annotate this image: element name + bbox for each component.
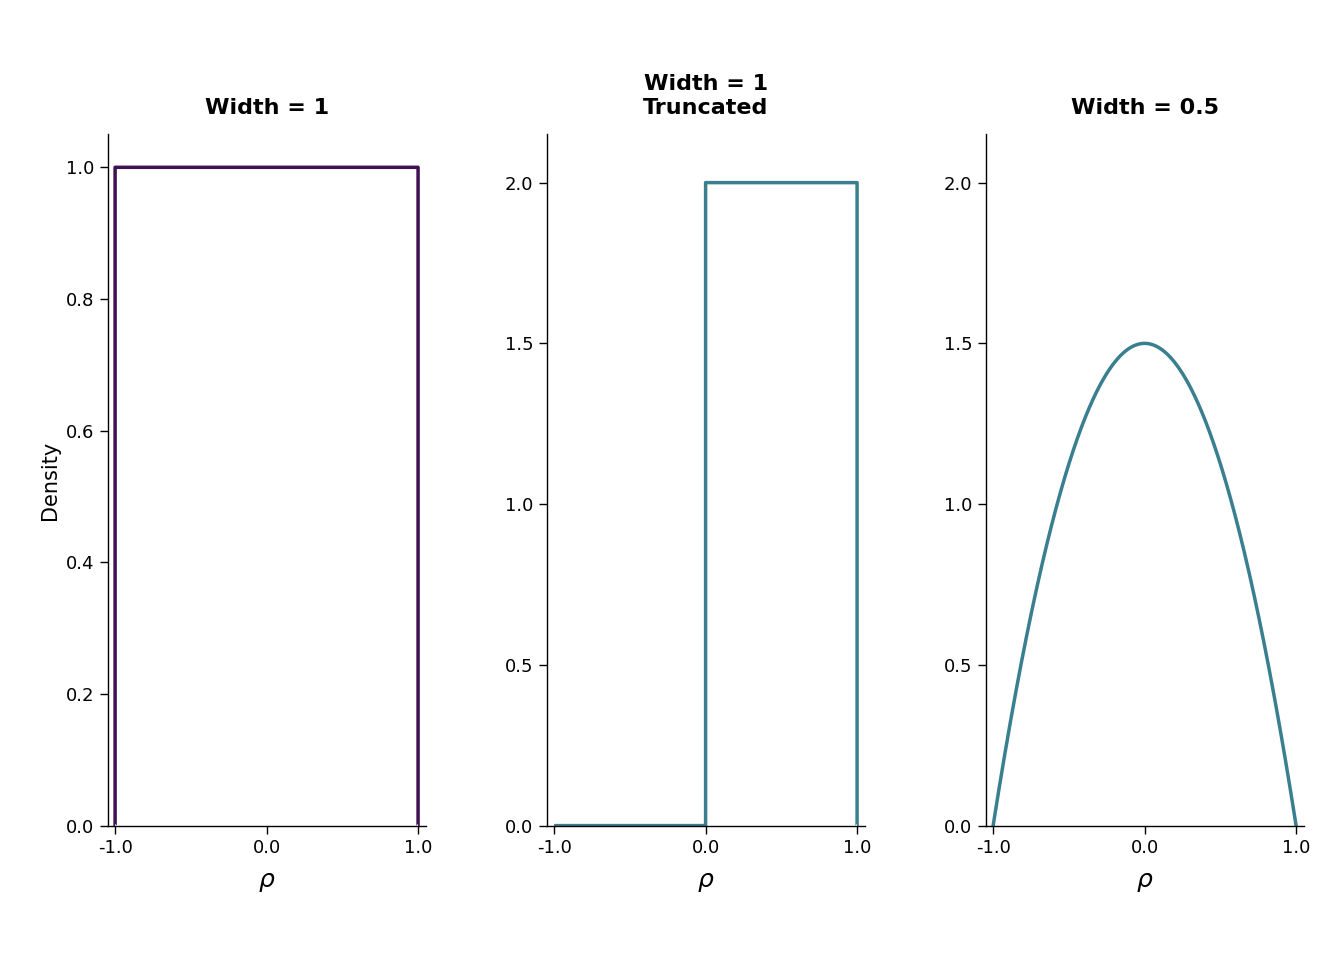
Y-axis label: Density: Density	[40, 441, 60, 519]
X-axis label: ρ: ρ	[258, 868, 274, 892]
X-axis label: ρ: ρ	[1137, 868, 1153, 892]
Title: Width = 1
Truncated: Width = 1 Truncated	[642, 74, 769, 117]
X-axis label: ρ: ρ	[698, 868, 714, 892]
Title: Width = 0.5: Width = 0.5	[1071, 98, 1219, 117]
Title: Width = 1: Width = 1	[204, 98, 329, 117]
